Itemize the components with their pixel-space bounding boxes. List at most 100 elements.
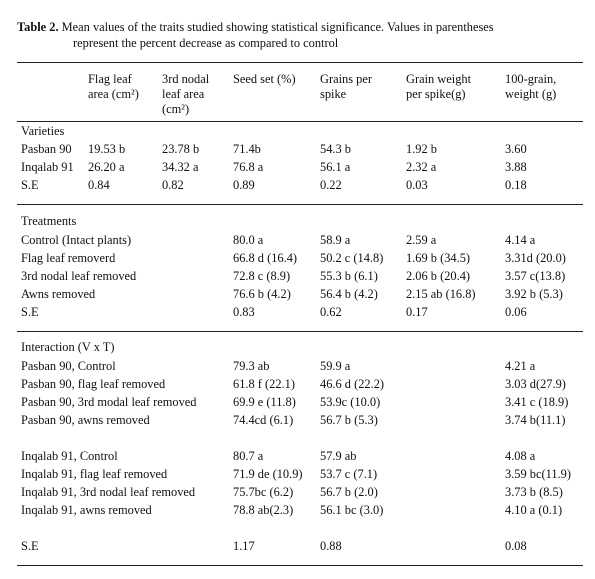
table-cell: 3.41 c (18.9) <box>505 395 569 409</box>
header-rule <box>17 121 583 122</box>
table-cell: 26.20 a <box>88 160 125 174</box>
table-cell: 80.7 a <box>233 449 264 463</box>
table-cell: 71.9 de (10.9) <box>233 467 303 481</box>
table-cell: 3.60 <box>505 142 527 156</box>
table-caption: Table 2. Mean values of the traits studi… <box>17 19 585 51</box>
table-cell: 2.06 b (20.4) <box>406 269 471 283</box>
table-cell: 56.7 b (5.3) <box>320 413 378 427</box>
header-100-grain-weight: 100-grain, weight (g) <box>505 72 557 101</box>
caption-line-2: represent the percent decrease as compar… <box>73 36 339 50</box>
table-cell: 2.59 a <box>406 233 437 247</box>
table-cell: 0.82 <box>162 178 184 192</box>
table-cell: 1.69 b (34.5) <box>406 251 471 265</box>
row-label: Pasban 90, flag leaf removed <box>21 377 166 391</box>
table-cell: 74.4cd (6.1) <box>233 413 294 427</box>
table-cell: 0.22 <box>320 178 342 192</box>
table-cell: 3.31d (20.0) <box>505 251 566 265</box>
table-cell: 19.53 b <box>88 142 126 156</box>
table-cell: 4.14 a <box>505 233 536 247</box>
table-cell: 57.9 ab <box>320 449 357 463</box>
table-label: Table 2. <box>17 20 59 34</box>
table-cell: 75.7bc (6.2) <box>233 485 294 499</box>
section-rule <box>17 204 583 205</box>
row-label: S.E <box>21 539 39 553</box>
table-cell: 0.08 <box>505 539 527 553</box>
table-cell: 4.08 a <box>505 449 536 463</box>
table-cell: 53.7 c (7.1) <box>320 467 378 481</box>
row-label: Awns removed <box>21 287 96 301</box>
table-cell: 0.88 <box>320 539 342 553</box>
table-cell: 55.3 b (6.1) <box>320 269 378 283</box>
table-cell: 78.8 ab(2.3) <box>233 503 294 517</box>
table-cell: 53.9c (10.0) <box>320 395 381 409</box>
row-label: Inqalab 91, flag leaf removed <box>21 467 168 481</box>
header-flag-leaf-area: Flag leaf area (cm²) <box>88 72 139 101</box>
section-rule <box>17 331 583 332</box>
table-cell: 1.17 <box>233 539 255 553</box>
row-label: Pasban 90 <box>21 142 72 156</box>
table-cell: 2.32 a <box>406 160 437 174</box>
table-cell: 72.8 c (8.9) <box>233 269 291 283</box>
table-cell: 0.62 <box>320 305 342 319</box>
row-label: S.E <box>21 178 39 192</box>
row-label: Pasban 90, 3rd modal leaf removed <box>21 395 197 409</box>
table-cell: 0.84 <box>88 178 110 192</box>
table-cell: 56.1 a <box>320 160 351 174</box>
row-label: Pasban 90, awns removed <box>21 413 150 427</box>
table-cell: 0.83 <box>233 305 255 319</box>
table-cell: 4.21 a <box>505 359 536 373</box>
table-cell: 59.9 a <box>320 359 351 373</box>
table-cell: 0.06 <box>505 305 527 319</box>
table-cell: 3.92 b (5.3) <box>505 287 563 301</box>
table-cell: 3.57 c(13.8) <box>505 269 566 283</box>
table-cell: 56.4 b (4.2) <box>320 287 378 301</box>
table-cell: 54.3 b <box>320 142 351 156</box>
table-cell: 0.17 <box>406 305 428 319</box>
table-cell: 76.8 a <box>233 160 264 174</box>
table-cell: 79.3 ab <box>233 359 270 373</box>
table-cell: 0.18 <box>505 178 527 192</box>
row-label: 3rd nodal leaf removed <box>21 269 137 283</box>
row-label: Pasban 90, Control <box>21 359 116 373</box>
section-interaction-title: Interaction (V x T) <box>21 340 115 354</box>
row-label: Inqalab 91, Control <box>21 449 118 463</box>
table-cell: 23.78 b <box>162 142 200 156</box>
top-rule <box>17 62 583 63</box>
row-label: Flag leaf removerd <box>21 251 116 265</box>
header-3rd-nodal-leaf-area: 3rd nodal leaf area (cm²) <box>162 72 210 116</box>
table-cell: 3.59 bc(11.9) <box>505 467 571 481</box>
table-cell: 46.6 d (22.2) <box>320 377 385 391</box>
row-label: S.E <box>21 305 39 319</box>
section-varieties-title: Varieties <box>21 124 65 138</box>
table-cell: 66.8 d (16.4) <box>233 251 298 265</box>
table-cell: 76.6 b (4.2) <box>233 287 291 301</box>
table-cell: 0.03 <box>406 178 428 192</box>
table-cell: 3.88 <box>505 160 527 174</box>
table-cell: 71.4b <box>233 142 261 156</box>
row-label: Inqalab 91, awns removed <box>21 503 152 517</box>
row-label: Inqalab 91, 3rd nodal leaf removed <box>21 485 196 499</box>
table-cell: 56.1 bc (3.0) <box>320 503 384 517</box>
table-cell: 69.9 e (11.8) <box>233 395 296 409</box>
table-cell: 3.03 d(27.9) <box>505 377 566 391</box>
bottom-rule <box>17 565 583 566</box>
table-cell: 34.32 a <box>162 160 199 174</box>
caption-line-1: Mean values of the traits studied showin… <box>61 20 494 34</box>
section-treatments-title: Treatments <box>21 214 77 228</box>
table-cell: 58.9 a <box>320 233 351 247</box>
table-cell: 2.15 ab (16.8) <box>406 287 476 301</box>
table-cell: 4.10 a (0.1) <box>505 503 563 517</box>
table-cell: 3.73 b (8.5) <box>505 485 563 499</box>
row-label: Control (Intact plants) <box>21 233 132 247</box>
header-seed-set: Seed set (%) <box>233 72 296 86</box>
table-cell: 1.92 b <box>406 142 437 156</box>
table-cell: 50.2 c (14.8) <box>320 251 384 265</box>
header-grain-weight-per-spike: Grain weight per spike(g) <box>406 72 472 101</box>
table-cell: 3.74 b(11.1) <box>505 413 566 427</box>
header-grains-per-spike: Grains per spike <box>320 72 372 101</box>
table-cell: 61.8 f (22.1) <box>233 377 295 391</box>
table-cell: 0.89 <box>233 178 255 192</box>
row-label: Inqalab 91 <box>21 160 74 174</box>
table-cell: 56.7 b (2.0) <box>320 485 378 499</box>
table-cell: 80.0 a <box>233 233 264 247</box>
